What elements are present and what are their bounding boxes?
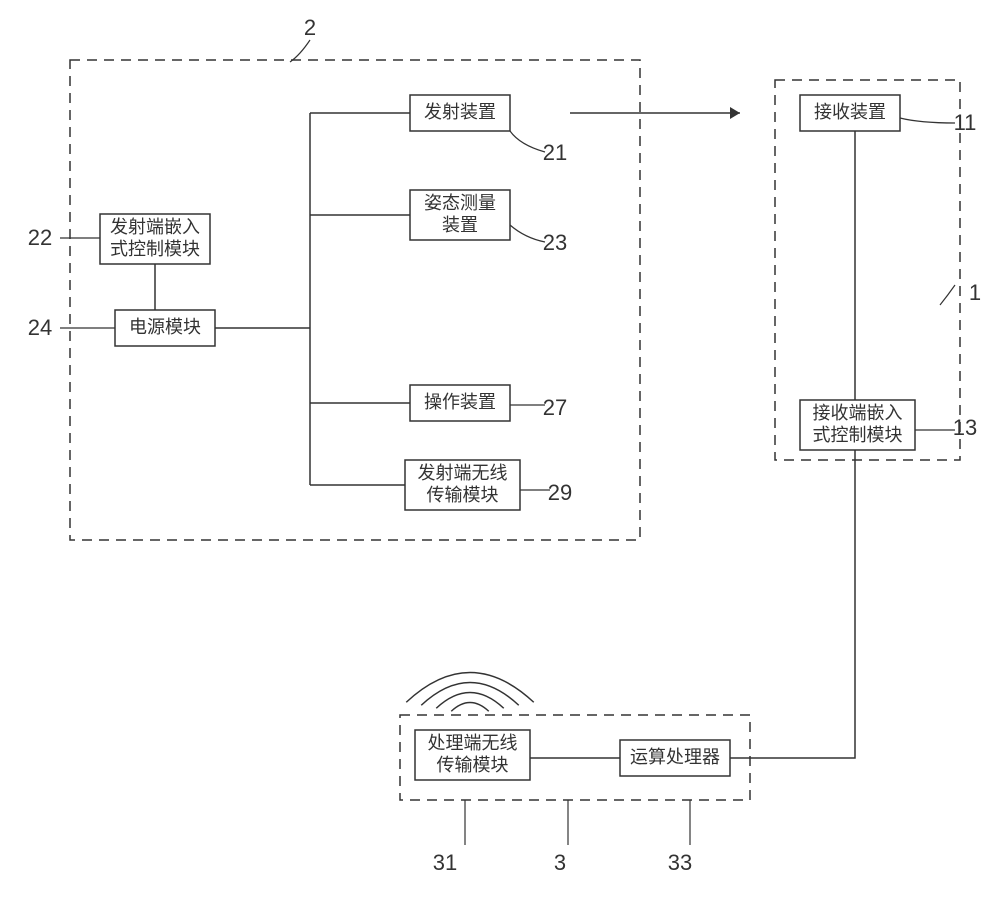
- node-label: 接收端嵌入: [813, 403, 903, 423]
- leader-line: [510, 225, 545, 242]
- node-24: 电源模块: [115, 310, 215, 346]
- ref-label-27: 27: [543, 395, 567, 420]
- node-23: 姿态测量装置: [410, 190, 510, 240]
- ref-label-22: 22: [28, 225, 52, 250]
- ref-label-13: 13: [953, 415, 977, 440]
- node-21: 发射装置: [410, 95, 510, 131]
- wireless-wave: [436, 693, 504, 709]
- node-label: 式控制模块: [110, 239, 200, 259]
- ref-label-21: 21: [543, 140, 567, 165]
- ref-label-1: 1: [969, 280, 981, 305]
- node-label: 装置: [442, 215, 478, 235]
- ref-label-31: 31: [433, 850, 457, 875]
- node-label: 电源模块: [129, 317, 201, 337]
- ref-label-29: 29: [548, 480, 572, 505]
- ref-label-11: 11: [954, 110, 977, 135]
- node-label: 发射端无线: [418, 463, 508, 483]
- wireless-wave: [451, 703, 489, 712]
- block-diagram: 发射端嵌入式控制模块电源模块发射装置姿态测量装置操作装置发射端无线传输模块接收装…: [0, 0, 1000, 906]
- node-label: 式控制模块: [813, 425, 903, 445]
- ref-label-23: 23: [543, 230, 567, 255]
- node-label: 接收装置: [814, 102, 886, 122]
- node-label: 运算处理器: [630, 747, 720, 767]
- node-label: 传输模块: [437, 755, 509, 775]
- leader-line: [900, 118, 955, 123]
- node-label: 发射端嵌入: [110, 217, 200, 237]
- wireless-wave: [406, 673, 534, 703]
- node-33: 运算处理器: [620, 740, 730, 776]
- ref-label-3: 3: [554, 850, 566, 875]
- node-11: 接收装置: [800, 95, 900, 131]
- node-22: 发射端嵌入式控制模块: [100, 214, 210, 264]
- leader-line: [510, 131, 545, 152]
- node-29: 发射端无线传输模块: [405, 460, 520, 510]
- leader-line: [290, 40, 310, 62]
- node-label: 传输模块: [427, 485, 499, 505]
- arrow-head: [730, 107, 740, 119]
- node-label: 处理端无线: [428, 733, 518, 753]
- node-label: 发射装置: [424, 102, 496, 122]
- node-27: 操作装置: [410, 385, 510, 421]
- ref-label-24: 24: [28, 315, 52, 340]
- ref-label-33: 33: [668, 850, 692, 875]
- node-label: 操作装置: [424, 392, 496, 412]
- node-31: 处理端无线传输模块: [415, 730, 530, 780]
- connector: [730, 450, 855, 758]
- node-13: 接收端嵌入式控制模块: [800, 400, 915, 450]
- ref-label-2: 2: [304, 15, 316, 40]
- node-label: 姿态测量: [424, 193, 496, 213]
- leader-line: [940, 285, 955, 305]
